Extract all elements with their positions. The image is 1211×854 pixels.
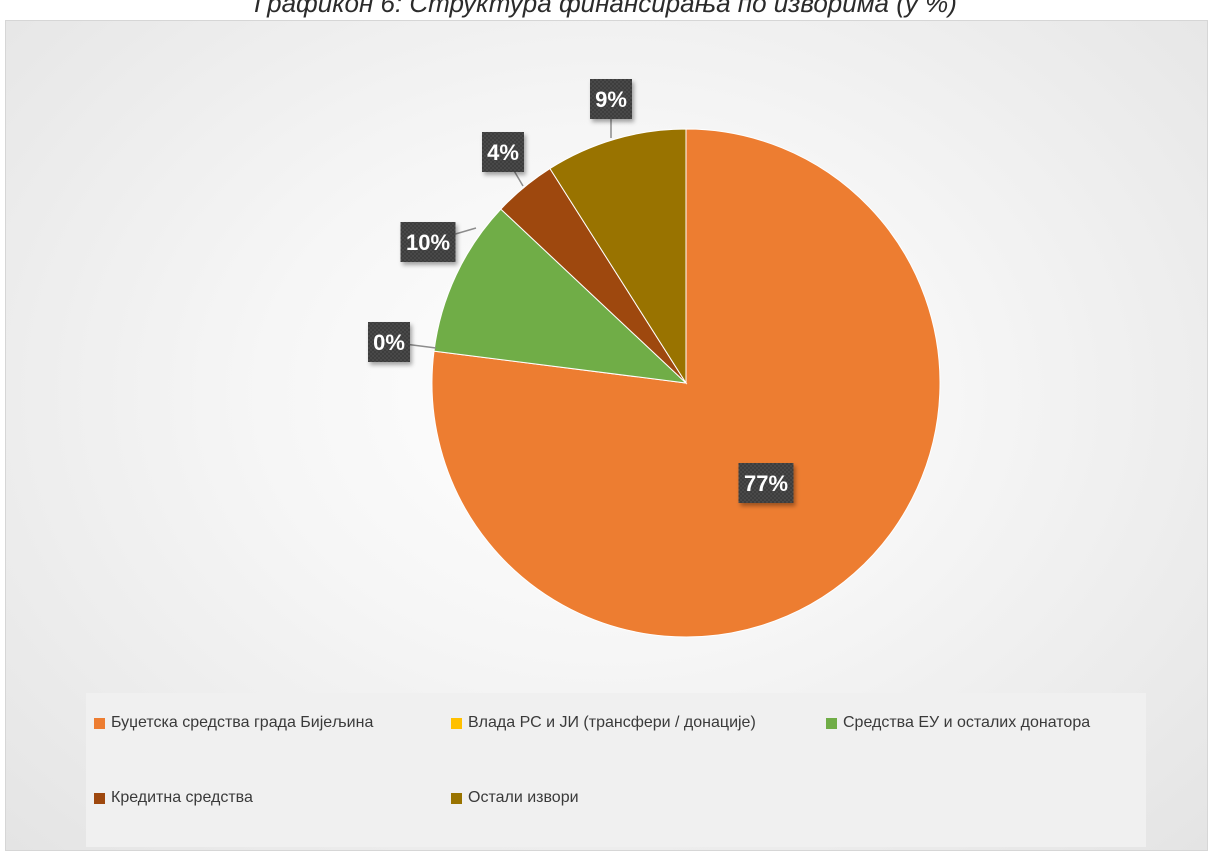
data-label-box <box>482 132 524 172</box>
data-label-text: 77% <box>744 471 788 496</box>
data-label-text: 4% <box>487 140 519 165</box>
data-label-box <box>738 463 794 503</box>
chart-title: Графикон 6: Структура финансирања по изв… <box>254 0 957 18</box>
legend-item: Средства ЕУ и осталих донатора <box>826 714 1090 732</box>
data-label: 77% <box>738 463 794 503</box>
data-label: 9% <box>590 79 632 119</box>
pie-slice <box>549 128 687 385</box>
legend-label: Средства ЕУ и осталих донатора <box>843 714 1091 731</box>
legend-swatch <box>451 792 462 804</box>
legend-swatch <box>94 717 105 729</box>
legend-label: Остали извори <box>468 789 579 806</box>
data-label-text: 10% <box>406 230 450 255</box>
legend-label: Влада РС и ЈИ (трансфери / донације) <box>468 714 756 731</box>
legend-item: Влада РС и ЈИ (трансфери / донације) <box>451 714 756 732</box>
data-label-box <box>400 222 456 262</box>
data-label-box <box>368 322 410 362</box>
legend-item: Кредитна средства <box>94 789 253 807</box>
data-label-box <box>590 79 632 119</box>
legend-swatch <box>94 792 105 804</box>
data-label: 0% <box>368 322 410 362</box>
data-label: 4% <box>482 132 524 172</box>
legend-swatch <box>451 717 462 729</box>
legend-label: Буџетска средства града Бијељина <box>111 714 374 731</box>
chart-area: 77% 0% 10% 4% 9% Буџетска средства града Биј… <box>5 20 1208 851</box>
data-label-text: 9% <box>595 87 627 112</box>
pie-slice <box>433 208 688 384</box>
data-label-text: 0% <box>373 330 405 355</box>
legend-item: Буџетска средства града Бијељина <box>94 714 373 732</box>
pie-chart: 77% 0% 10% 4% 9% <box>368 79 941 638</box>
legend-item: Остали извори <box>451 789 579 807</box>
data-label: 10% <box>400 222 456 262</box>
legend: Буџетска средства града Бијељина Влада Р… <box>86 693 1146 847</box>
legend-swatch <box>826 717 837 729</box>
legend-label: Кредитна средства <box>111 789 253 806</box>
